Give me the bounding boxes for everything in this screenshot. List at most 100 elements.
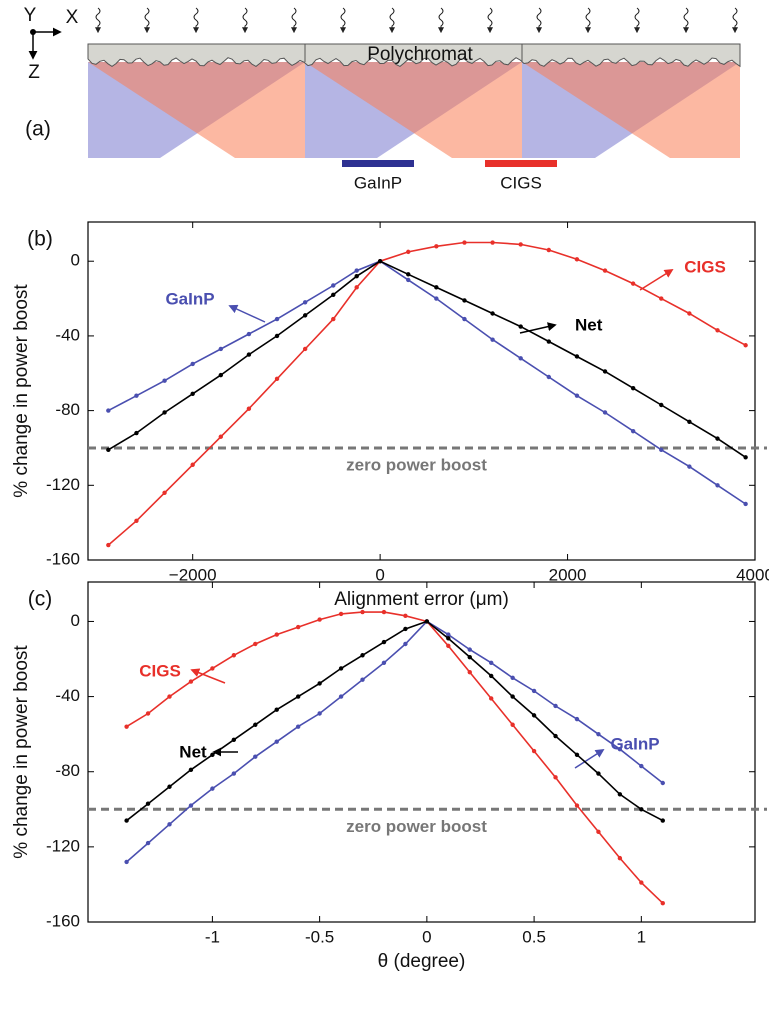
data-point xyxy=(381,609,387,615)
light-ray xyxy=(634,7,640,34)
data-point xyxy=(715,328,720,333)
x-tick-label: -0.5 xyxy=(305,927,334,946)
y-tick-label: -40 xyxy=(55,686,80,705)
data-point xyxy=(531,748,537,754)
data-point xyxy=(145,840,151,846)
data-point xyxy=(553,703,558,709)
data-point xyxy=(489,696,494,701)
y-origin xyxy=(30,29,36,35)
legend-label: CIGS xyxy=(500,173,542,192)
data-point xyxy=(124,818,129,823)
data-point xyxy=(231,737,237,742)
series-line xyxy=(107,241,746,546)
data-point xyxy=(274,333,280,339)
data-point xyxy=(295,624,301,630)
panel-label: (c) xyxy=(28,588,53,611)
data-point xyxy=(574,257,580,262)
data-point xyxy=(639,763,644,769)
data-point xyxy=(510,675,515,681)
data-point xyxy=(145,801,151,806)
light-ray xyxy=(144,7,150,34)
element-label: Polychromat xyxy=(367,44,473,65)
data-point xyxy=(134,393,139,398)
data-point xyxy=(210,786,215,791)
reference-label: zero power boost xyxy=(346,817,487,836)
data-point xyxy=(162,378,167,383)
data-point xyxy=(124,859,129,865)
data-point xyxy=(360,609,365,615)
x-axis-label: Alignment error (μm) xyxy=(334,589,509,610)
data-point xyxy=(246,406,252,411)
data-point xyxy=(639,807,644,812)
plot-frame xyxy=(87,581,756,923)
data-point xyxy=(553,733,558,739)
data-point xyxy=(406,277,411,283)
data-point xyxy=(403,626,408,632)
label-arrow xyxy=(574,749,605,769)
reference-label: zero power boost xyxy=(346,455,487,474)
data-point xyxy=(602,410,608,415)
series-line xyxy=(126,611,664,904)
light-ray xyxy=(438,7,444,34)
x-tick-label: 0 xyxy=(422,927,431,946)
y-tick-label: -160 xyxy=(46,911,80,930)
data-point xyxy=(659,447,664,453)
data-point xyxy=(531,688,537,694)
label-arrow xyxy=(519,322,557,334)
y-tick-label: -80 xyxy=(55,400,80,419)
data-point xyxy=(360,653,365,658)
red-beam xyxy=(88,62,305,158)
data-point xyxy=(246,352,252,357)
data-point xyxy=(106,542,111,548)
data-point xyxy=(406,249,411,255)
data-point xyxy=(295,724,301,729)
chart: (b) -160 -120 -80 -40 0 −2000 0 2000 4000 Alignmen… xyxy=(11,221,769,610)
data-point xyxy=(446,643,451,649)
x-tick-label: 2000 xyxy=(549,565,587,584)
data-point xyxy=(134,430,139,436)
data-point xyxy=(602,268,608,273)
data-point xyxy=(218,346,224,352)
light-ray xyxy=(585,7,591,34)
data-point xyxy=(331,292,336,298)
x-axis-label: θ (degree) xyxy=(378,951,466,972)
light-ray xyxy=(732,7,738,34)
data-point xyxy=(489,660,494,665)
data-point xyxy=(338,694,344,699)
data-point xyxy=(743,343,748,348)
light-ray xyxy=(193,7,199,34)
data-point xyxy=(462,240,467,245)
y-axis-label: % change in power boost xyxy=(11,284,32,498)
data-point xyxy=(617,746,623,752)
data-point xyxy=(354,268,359,273)
data-point xyxy=(338,611,344,617)
x-tick-label: -1 xyxy=(205,927,220,946)
data-point xyxy=(490,240,495,245)
light-ray xyxy=(536,7,542,34)
light-ray xyxy=(683,7,689,34)
polychromat xyxy=(87,43,741,68)
data-point xyxy=(360,677,365,682)
data-point xyxy=(574,803,580,808)
data-point xyxy=(124,724,129,729)
data-point xyxy=(467,669,472,675)
data-point xyxy=(188,803,194,808)
data-point xyxy=(218,434,224,439)
data-point xyxy=(218,372,224,378)
data-point xyxy=(660,901,665,906)
data-point xyxy=(630,281,636,286)
data-point xyxy=(574,393,580,398)
data-point xyxy=(381,660,387,665)
data-point xyxy=(162,410,167,415)
panel-label: (a) xyxy=(25,118,51,141)
x-tick-label: 4000 xyxy=(736,565,769,584)
series-line xyxy=(126,620,664,863)
z-axis-letter: Z xyxy=(28,62,40,83)
data-point xyxy=(518,242,523,247)
data-point xyxy=(715,436,720,441)
data-point xyxy=(467,654,472,660)
panel-label: (b) xyxy=(27,228,53,251)
data-point xyxy=(167,694,172,699)
data-point xyxy=(467,647,472,652)
data-point xyxy=(574,354,580,359)
